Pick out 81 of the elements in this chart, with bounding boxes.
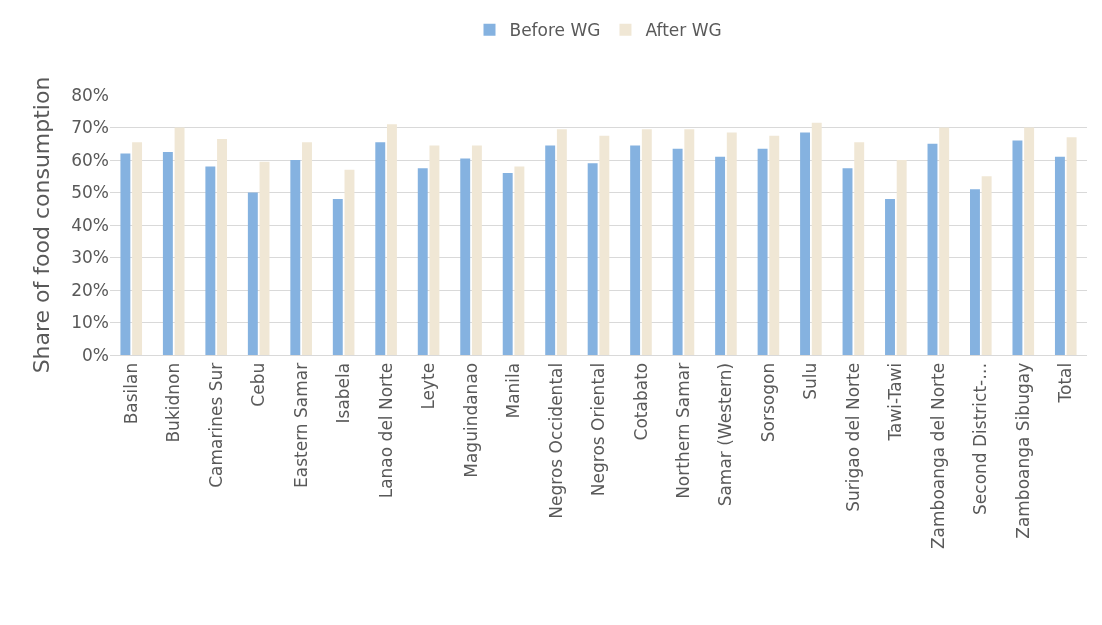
y-tick-label: 40% xyxy=(71,214,109,235)
x-tick-label: Northern Samar xyxy=(672,362,693,499)
bar xyxy=(247,192,258,355)
x-tick-label: Camarines Sur xyxy=(205,362,226,488)
bar xyxy=(302,142,312,355)
y-tick-label: 70% xyxy=(71,117,109,138)
bar xyxy=(132,142,143,355)
bar xyxy=(344,169,355,355)
bar xyxy=(205,166,216,355)
y-tick-label: 0% xyxy=(82,344,109,365)
bar xyxy=(217,138,227,355)
bar xyxy=(630,145,641,355)
x-tick-label: Cebu xyxy=(248,362,269,407)
x-tick-label: Negros Oriental xyxy=(588,362,609,497)
bar xyxy=(120,153,131,355)
bar xyxy=(684,129,695,355)
bar xyxy=(514,166,525,355)
x-tick-label: Eastern Samar xyxy=(290,362,311,488)
x-tick-label: Manila xyxy=(503,362,524,419)
x-tick-label: Tawi-Tawi xyxy=(885,362,906,442)
bar xyxy=(854,142,865,355)
x-tick-label: Basilan xyxy=(120,362,141,425)
bar xyxy=(970,189,980,355)
y-tick-label: 20% xyxy=(71,279,109,300)
y-axis-title: Share of food consumption xyxy=(29,76,54,374)
x-tick-label: Isabela xyxy=(333,362,354,424)
x-tick-label: Cotabato xyxy=(630,362,651,441)
bar xyxy=(896,160,907,355)
bar xyxy=(375,142,386,355)
x-tick-label: Surigao del Norte xyxy=(842,362,863,512)
bar xyxy=(1066,137,1077,355)
x-tick-label: Sulu xyxy=(800,362,821,400)
bar xyxy=(885,199,895,355)
legend-label: Before WG xyxy=(509,20,601,41)
x-tick-label: Samar (Western) xyxy=(715,362,736,507)
bar xyxy=(726,132,737,355)
y-tick-label: 30% xyxy=(71,247,109,268)
x-tick-label: Zamboanga del Norte xyxy=(927,362,948,550)
bar xyxy=(386,124,397,355)
x-tick-label: Total xyxy=(1055,362,1076,404)
bar xyxy=(769,135,780,355)
bar xyxy=(545,145,556,355)
bar xyxy=(174,127,185,355)
bar xyxy=(1054,156,1065,355)
bar xyxy=(842,168,853,355)
bar xyxy=(981,176,992,355)
x-tick-label: Sorsogon xyxy=(757,362,778,443)
bar xyxy=(641,129,652,355)
x-tick-label: Maguindanao xyxy=(460,362,481,478)
bar xyxy=(471,145,482,355)
bar xyxy=(587,163,598,355)
x-tick-label: Second District-… xyxy=(970,362,991,515)
bar xyxy=(800,132,811,355)
bar xyxy=(502,173,513,355)
bar xyxy=(939,127,950,355)
x-tick-label: Lanao del Norte xyxy=(375,362,396,499)
bar xyxy=(672,148,683,355)
bar xyxy=(417,168,428,355)
bar xyxy=(259,161,270,355)
bar xyxy=(556,129,567,355)
y-tick-label: 80% xyxy=(71,84,109,105)
y-tick-label: 10% xyxy=(71,312,109,333)
bar xyxy=(811,122,822,355)
bar xyxy=(715,156,726,355)
bar xyxy=(162,151,173,355)
bar xyxy=(290,160,301,355)
bar xyxy=(599,135,610,355)
bar xyxy=(332,199,343,355)
legend-label: After WG xyxy=(645,20,722,41)
y-tick-label: 50% xyxy=(71,182,109,203)
bar xyxy=(460,158,471,355)
x-tick-label: Bukidnon xyxy=(163,362,184,443)
bar xyxy=(429,145,440,355)
bar xyxy=(1024,127,1035,355)
bar xyxy=(1012,140,1023,355)
bar xyxy=(927,143,938,355)
x-tick-label: Leyte xyxy=(418,362,439,410)
x-tick-label: Negros Occidental xyxy=(545,362,566,519)
y-tick-label: 60% xyxy=(71,149,109,170)
bar xyxy=(757,148,768,355)
x-tick-label: Zamboanga Sibugay xyxy=(1012,362,1033,539)
